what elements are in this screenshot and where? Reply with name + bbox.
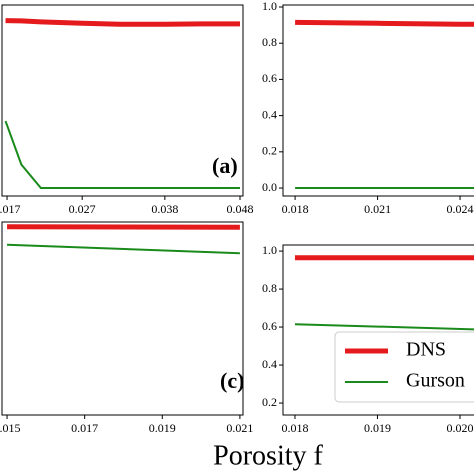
- plot-frame: [1, 4, 244, 197]
- x-tick-label: 0.021: [226, 421, 253, 435]
- series-line: [5, 18, 240, 27]
- x-tick-label: 0.038: [151, 202, 178, 216]
- y-tick-label: 1.0: [262, 243, 277, 257]
- series-line: [7, 243, 240, 255]
- panel: 0.015 0.017 0.019 0.021 (c): [0, 221, 253, 435]
- plot-frame: [282, 244, 474, 416]
- series-group: [7, 224, 240, 255]
- x-tick-label: 0.027: [69, 202, 96, 216]
- y-tick-label: 0.0: [262, 180, 277, 194]
- legend-label: Gurson: [406, 370, 465, 392]
- series-group: [294, 255, 474, 331]
- series-line: [295, 19, 474, 27]
- legend: DNS Gurson: [334, 331, 474, 403]
- x-tick-label: 0.024: [447, 202, 474, 216]
- x-tick-label: 0.017: [0, 202, 21, 216]
- panel: 0.017 0.027 0.038 0.048 (a): [0, 4, 253, 216]
- series-group: [295, 19, 474, 190]
- y-tick-label: 0.6: [262, 71, 277, 85]
- panel-label: (c): [220, 368, 244, 393]
- x-tick-label: 0.020: [446, 421, 473, 435]
- y-tick-label: 0.4: [262, 107, 277, 121]
- series-line: [294, 323, 474, 331]
- y-tick-label: 0.4: [262, 357, 277, 371]
- plot-frame: [1, 221, 244, 416]
- x-tick-label: 0.048: [226, 202, 253, 216]
- x-axis-label: Porosity f: [213, 440, 323, 471]
- y-tick-label: 0.8: [262, 35, 277, 49]
- x-tick-label: 0.021: [364, 202, 391, 216]
- y-tick-label: 0.8: [262, 281, 277, 295]
- y-tick-label: 0.2: [262, 144, 277, 158]
- y-tick-label: 1.0: [262, 0, 277, 13]
- series-group: [4, 18, 240, 190]
- plot-frame: [282, 4, 474, 197]
- panel-label: (a): [212, 153, 238, 178]
- series-line: [7, 224, 240, 230]
- x-tick-label: 0.017: [71, 421, 98, 435]
- series-line: [4, 120, 240, 190]
- x-tick-label: 0.018: [282, 202, 309, 216]
- y-tick-label: 0.6: [262, 319, 277, 333]
- x-tick-label: 0.015: [0, 421, 21, 435]
- legend-label: DNS: [406, 339, 446, 361]
- x-tick-label: 0.019: [149, 421, 176, 435]
- panel: 0.018 0.019 0.020 0.2 0.4 0.6 0.8 1.0: [262, 243, 474, 435]
- y-tick-label: 0.2: [262, 395, 277, 409]
- x-tick-label: 0.018: [281, 421, 308, 435]
- x-tick-label: 0.019: [364, 421, 391, 435]
- panel: 0.018 0.021 0.024 0.0 0.2 0.4 0.6 0.8 1.0: [262, 0, 474, 216]
